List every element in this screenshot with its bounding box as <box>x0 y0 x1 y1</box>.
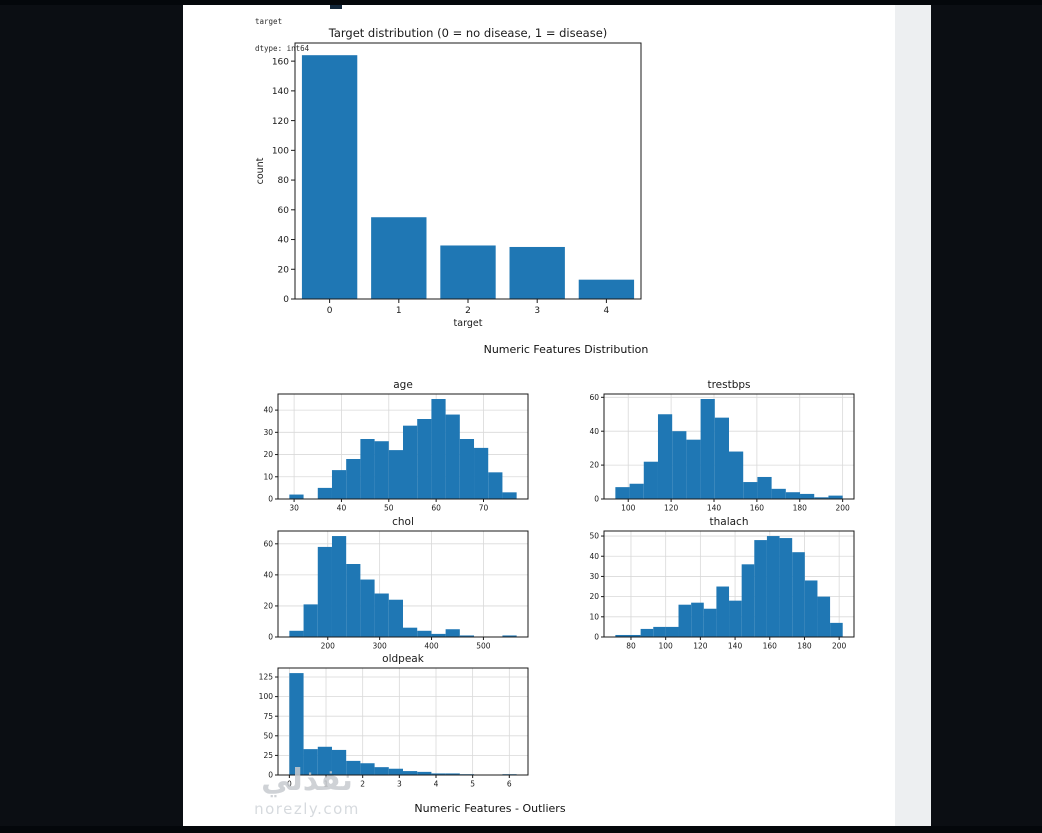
svg-text:140: 140 <box>728 642 743 651</box>
chol-histogram: 0 20 40 60 200 300 400 500 chol <box>250 515 530 655</box>
target-distribution-chart: 0 20 40 60 80 100 120 140 160 0 1 2 3 4 Target distrib… <box>253 18 645 334</box>
selection-highlight <box>330 2 342 9</box>
svg-text:0: 0 <box>594 495 599 504</box>
svg-text:0: 0 <box>594 633 599 642</box>
svg-text:Target distribution (0 = no di: Target distribution (0 = no disease, 1 =… <box>328 26 608 40</box>
svg-text:500: 500 <box>476 642 491 651</box>
svg-text:300: 300 <box>372 642 387 651</box>
svg-text:25: 25 <box>263 751 273 760</box>
age-histogram: 0 10 20 30 40 30 40 50 60 70 age <box>250 378 530 517</box>
section-title-outliers: Numeric Features - Outliers <box>414 802 566 815</box>
svg-text:chol: chol <box>392 516 414 528</box>
svg-text:50: 50 <box>263 731 273 740</box>
svg-text:75: 75 <box>263 712 273 721</box>
top-border <box>0 0 1042 5</box>
svg-text:0: 0 <box>268 633 273 642</box>
svg-text:40: 40 <box>263 406 273 415</box>
svg-text:140: 140 <box>272 87 289 97</box>
svg-text:30: 30 <box>589 572 599 581</box>
svg-text:125: 125 <box>259 673 274 682</box>
svg-text:3: 3 <box>534 306 540 316</box>
svg-text:100: 100 <box>659 642 674 651</box>
svg-text:2: 2 <box>360 780 365 789</box>
svg-text:160: 160 <box>750 504 765 513</box>
svg-text:4: 4 <box>604 306 610 316</box>
svg-text:0: 0 <box>287 780 292 789</box>
dataframe-output-text: target dtype: int64 <box>255 0 309 71</box>
svg-text:160: 160 <box>272 57 289 67</box>
svg-text:100: 100 <box>621 504 636 513</box>
output-line-1: target <box>255 17 283 26</box>
svg-text:20: 20 <box>589 592 599 601</box>
svg-text:40: 40 <box>589 552 599 561</box>
svg-text:40: 40 <box>263 571 273 580</box>
svg-text:2: 2 <box>465 306 471 316</box>
svg-text:70: 70 <box>479 504 489 513</box>
svg-text:0: 0 <box>268 771 273 780</box>
svg-text:30: 30 <box>263 428 273 437</box>
svg-text:1: 1 <box>396 306 402 316</box>
bottom-border <box>0 826 1042 833</box>
svg-text:20: 20 <box>263 602 273 611</box>
svg-text:4: 4 <box>434 780 439 789</box>
svg-text:oldpeak: oldpeak <box>382 653 425 665</box>
svg-text:40: 40 <box>337 504 347 513</box>
svg-text:120: 120 <box>693 642 708 651</box>
svg-text:0: 0 <box>283 295 289 305</box>
svg-text:50: 50 <box>384 504 394 513</box>
svg-text:5: 5 <box>470 780 475 789</box>
svg-text:30: 30 <box>289 504 299 513</box>
svg-text:thalach: thalach <box>710 516 749 528</box>
svg-text:100: 100 <box>259 692 274 701</box>
svg-text:0: 0 <box>327 306 333 316</box>
scrollbar-track[interactable] <box>895 4 931 826</box>
svg-text:20: 20 <box>263 450 273 459</box>
trestbps-histogram: 0 20 40 60 100 120 140 160 180 200 trestbps <box>576 378 856 517</box>
svg-text:10: 10 <box>263 472 273 481</box>
svg-text:60: 60 <box>589 393 599 402</box>
notebook-output-page: target dtype: int64 0 20 40 60 80 100 120 140 16… <box>183 0 895 826</box>
svg-text:120: 120 <box>664 504 679 513</box>
svg-text:200: 200 <box>832 642 847 651</box>
svg-text:trestbps: trestbps <box>707 379 750 391</box>
section-title-numeric-distribution: Numeric Features Distribution <box>483 343 649 356</box>
svg-text:60: 60 <box>263 539 273 548</box>
svg-text:200: 200 <box>321 642 336 651</box>
svg-text:age: age <box>393 379 413 391</box>
svg-text:120: 120 <box>272 117 289 127</box>
svg-text:60: 60 <box>431 504 441 513</box>
svg-text:1: 1 <box>324 780 329 789</box>
svg-text:20: 20 <box>589 461 599 470</box>
svg-text:180: 180 <box>793 504 808 513</box>
thalach-histogram: 0 10 20 30 40 50 80 100 120 140 160 180 200 thalach <box>576 515 856 655</box>
svg-text:20: 20 <box>278 265 290 275</box>
svg-text:count: count <box>255 157 266 184</box>
svg-text:200: 200 <box>835 504 850 513</box>
oldpeak-histogram: 0 25 50 75 100 125 0 1 2 3 4 5 6 oldpeak <box>250 652 530 793</box>
svg-text:400: 400 <box>424 642 439 651</box>
svg-text:40: 40 <box>589 427 599 436</box>
svg-text:6: 6 <box>507 780 512 789</box>
svg-text:80: 80 <box>626 642 636 651</box>
svg-text:10: 10 <box>589 612 599 621</box>
svg-text:40: 40 <box>278 236 290 246</box>
svg-text:100: 100 <box>272 146 289 156</box>
svg-text:50: 50 <box>589 532 599 541</box>
svg-text:target: target <box>454 318 483 329</box>
svg-text:3: 3 <box>397 780 402 789</box>
output-line-2: dtype: int64 <box>255 44 310 53</box>
svg-text:80: 80 <box>278 176 290 186</box>
svg-text:60: 60 <box>278 206 290 216</box>
svg-text:0: 0 <box>268 495 273 504</box>
svg-text:160: 160 <box>763 642 778 651</box>
svg-text:180: 180 <box>797 642 812 651</box>
svg-text:140: 140 <box>707 504 722 513</box>
